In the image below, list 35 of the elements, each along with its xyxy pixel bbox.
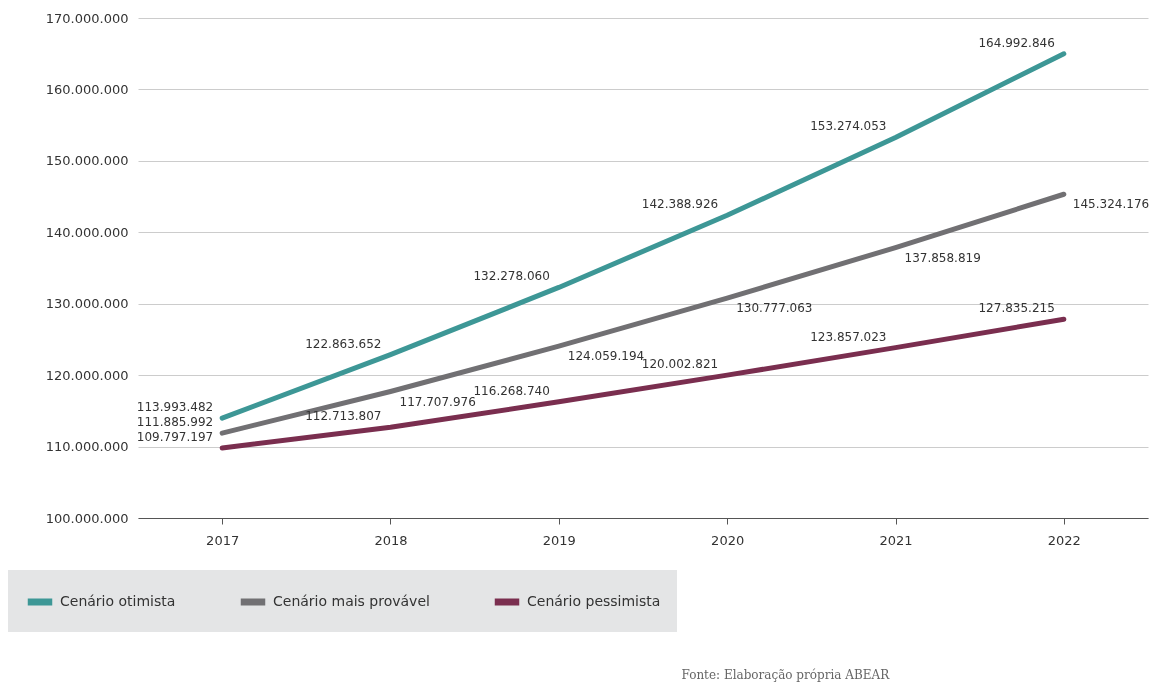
data-label: 111.885.992 — [136, 415, 214, 430]
data-label: 113.993.482 — [136, 400, 214, 415]
y-tick-label: 130.000.000 — [45, 296, 129, 312]
x-tick-label: 2017 — [206, 532, 240, 548]
data-label: 145.324.176 — [1072, 197, 1150, 212]
data-label: 142.388.926 — [641, 197, 719, 212]
y-tick-label: 140.000.000 — [45, 224, 129, 240]
y-tick-label: 110.000.000 — [45, 439, 129, 455]
y-tick-label: 160.000.000 — [45, 81, 129, 97]
data-label: 109.797.197 — [136, 430, 214, 445]
y-tick-label: 150.000.000 — [45, 153, 129, 169]
x-tick-label: 2020 — [711, 532, 745, 548]
data-label: 130.777.063 — [736, 301, 813, 316]
data-label: 132.278.060 — [473, 269, 550, 284]
data-label: 117.707.976 — [399, 394, 476, 409]
x-tick-label: 2018 — [374, 532, 408, 548]
source-note: Fonte: Elaboração própria ABEAR — [681, 668, 891, 682]
legend-label: Cenário mais provável — [273, 593, 430, 609]
data-label: 116.268.740 — [473, 383, 550, 398]
x-tick-label: 2022 — [1047, 532, 1081, 548]
data-label: 124.059.194 — [567, 349, 645, 364]
y-tick-label: 170.000.000 — [45, 10, 129, 26]
y-tick-label: 120.000.000 — [45, 367, 129, 383]
data-label: 122.863.652 — [305, 336, 382, 351]
data-label: 164.992.846 — [978, 35, 1055, 50]
x-tick-label: 2019 — [542, 532, 576, 548]
y-tick-label: 100.000.000 — [45, 510, 129, 526]
legend-label: Cenário pessimista — [527, 593, 661, 609]
data-label: 123.857.023 — [810, 329, 887, 344]
x-tick-label: 2021 — [879, 532, 913, 548]
data-label: 127.835.215 — [978, 301, 1055, 316]
data-label: 137.858.819 — [904, 250, 981, 265]
legend-label: Cenário otimista — [60, 593, 176, 609]
data-label: 112.713.807 — [305, 409, 382, 424]
data-label: 153.274.053 — [810, 119, 887, 134]
